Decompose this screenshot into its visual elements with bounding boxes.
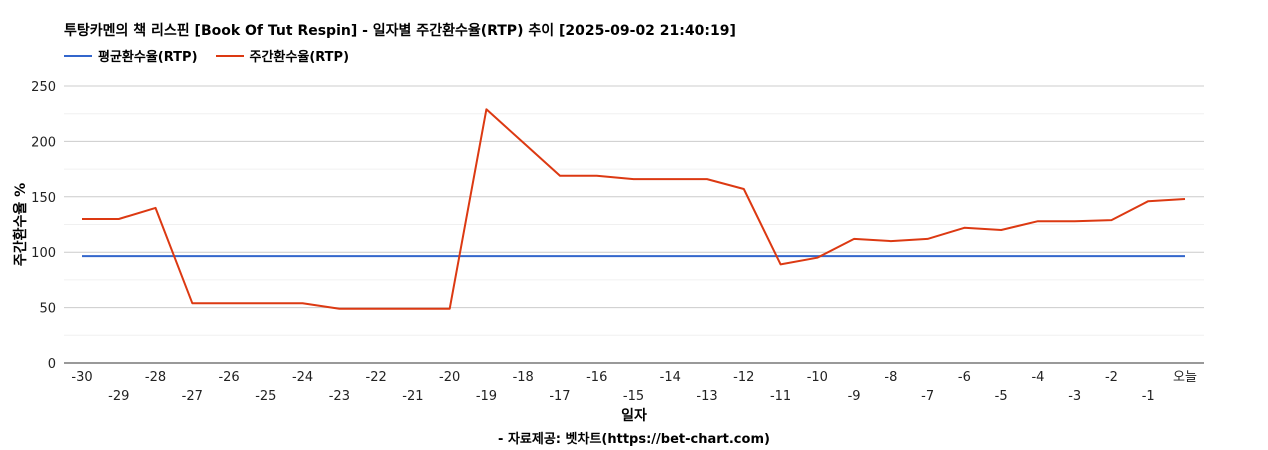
y-tick-label: 200 xyxy=(31,135,56,150)
legend-label-average: 평균환수율(RTP) xyxy=(98,50,198,65)
x-tick-label: -16 xyxy=(586,370,607,385)
x-tick-label: -24 xyxy=(292,370,313,385)
series-line-weekly-rtp xyxy=(82,108,1186,310)
x-tick-label: -20 xyxy=(439,370,460,385)
x-tick-label: -5 xyxy=(995,389,1008,404)
x-tick-label: -22 xyxy=(366,370,387,385)
y-tick-label: 250 xyxy=(31,80,56,95)
y-tick-labels: 0 50 100 150 200 250 xyxy=(31,80,56,372)
x-tick-label: -11 xyxy=(770,389,791,404)
x-tick-label: -2 xyxy=(1105,370,1118,385)
legend-item-average[interactable]: 평균환수율(RTP) xyxy=(64,46,198,65)
x-tick-label: -18 xyxy=(513,370,534,385)
x-tick-label: -28 xyxy=(145,370,166,385)
grid-lines xyxy=(64,85,1204,336)
legend-label-weekly: 주간환수율(RTP) xyxy=(249,50,350,65)
x-tick-label: 오늘 xyxy=(1173,370,1197,385)
x-tick-label: -15 xyxy=(623,389,644,404)
x-tick-label: -4 xyxy=(1031,370,1044,385)
data-source-credit: - 자료제공: 벳차트(https://bet-chart.com) xyxy=(498,432,770,447)
x-tick-label: -29 xyxy=(108,389,129,404)
x-tick-label: -9 xyxy=(848,389,861,404)
x-tick-label: -23 xyxy=(329,389,350,404)
x-tick-label: -17 xyxy=(549,389,570,404)
x-tick-label: -12 xyxy=(733,370,754,385)
x-tick-label: -3 xyxy=(1068,389,1081,404)
chart-title: 투탕카멘의 책 리스핀 [Book Of Tut Respin] - 일자별 주… xyxy=(64,23,736,39)
x-tick-label: -26 xyxy=(218,370,239,385)
series-lines xyxy=(82,108,1186,310)
x-tick-label: -1 xyxy=(1142,389,1155,404)
x-tick-label: -21 xyxy=(402,389,423,404)
x-tick-label: -10 xyxy=(807,370,828,385)
x-tick-label: -14 xyxy=(660,370,681,385)
legend: 평균환수율(RTP) 주간환수율(RTP) xyxy=(64,46,367,65)
y-tick-label: 50 xyxy=(39,302,56,317)
x-tick-label: -25 xyxy=(255,389,276,404)
x-tick-labels: -30-29-28-27-26-25-24-23-22-21-20-19-18-… xyxy=(71,370,1197,404)
y-axis-title: 주간환수율 % xyxy=(12,183,29,266)
legend-swatch-weekly xyxy=(215,54,244,57)
x-tick-label: -6 xyxy=(958,370,971,385)
x-tick-label: -13 xyxy=(696,389,717,404)
y-tick-label: 0 xyxy=(48,357,56,372)
x-tick-label: -7 xyxy=(921,389,934,404)
x-tick-label: -19 xyxy=(476,389,497,404)
x-axis-title: 일자 xyxy=(621,408,647,424)
x-tick-label: -27 xyxy=(182,389,203,404)
y-tick-label: 100 xyxy=(31,246,56,261)
y-tick-label: 150 xyxy=(31,191,56,206)
legend-item-weekly[interactable]: 주간환수율(RTP) xyxy=(215,46,350,65)
x-tick-label: -30 xyxy=(71,370,92,385)
legend-swatch-average xyxy=(64,54,92,57)
x-tick-label: -8 xyxy=(884,370,897,385)
